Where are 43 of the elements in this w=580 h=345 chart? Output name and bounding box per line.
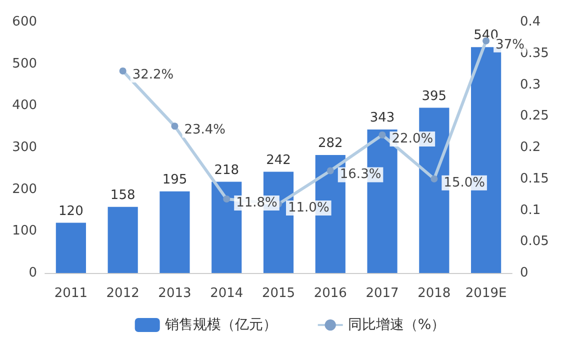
data-label: 11.0%: [288, 200, 330, 216]
data-label: 11.8%: [236, 195, 278, 210]
data-label: 218: [214, 162, 240, 178]
y2-tick-label: 0.1: [520, 202, 541, 218]
data-label: 395: [422, 88, 447, 104]
y2-tick-label: 0.25: [520, 108, 549, 124]
y2-tick-label: 0.4: [520, 14, 541, 30]
data-label: 242: [266, 152, 291, 168]
x-tick-label: 2014: [210, 286, 244, 301]
y2-tick-label: 0.2: [520, 140, 541, 155]
y2-tick-label: 0.05: [520, 234, 549, 250]
y-tick-label: 300: [12, 140, 37, 155]
data-label: 15.0%: [444, 175, 485, 190]
y-tick-label: 600: [12, 14, 37, 30]
data-label: 120: [58, 204, 84, 219]
x-tick-label: 2018: [418, 286, 451, 301]
x-tick-label: 2013: [158, 286, 192, 301]
data-label: 16.3%: [340, 167, 382, 182]
x-tick-label: 2011: [54, 286, 88, 301]
legend-label: 同比增速（%）: [348, 317, 446, 333]
data-label: 282: [318, 136, 343, 152]
data-label: 23.4%: [184, 122, 226, 138]
x-tick-label: 2015: [262, 286, 296, 301]
x-tick-label: 2019E: [465, 286, 507, 301]
data-label: 158: [110, 188, 136, 203]
y2-tick-label: 0.15: [520, 171, 549, 186]
y2-tick-label: 0.3: [520, 77, 541, 92]
y2-tick-label: 0: [520, 266, 528, 280]
data-label: 32.2%: [132, 67, 174, 82]
data-label: 343: [370, 110, 395, 126]
legend-label: 销售规模（亿元）: [164, 317, 277, 333]
x-tick-label: 2016: [314, 286, 347, 301]
y-tick-label: 100: [12, 224, 37, 239]
y-tick-label: 500: [12, 56, 37, 72]
y-tick-label: 400: [12, 98, 37, 114]
data-label: 540: [474, 28, 498, 44]
data-label: 195: [162, 172, 188, 188]
y-tick-label: 0: [28, 266, 37, 280]
data-label: 22.0%: [392, 131, 434, 146]
x-tick-label: 2012: [106, 286, 140, 301]
data-label: 37%: [496, 37, 524, 52]
x-tick-label: 2017: [366, 286, 399, 301]
y-tick-label: 200: [12, 182, 37, 197]
